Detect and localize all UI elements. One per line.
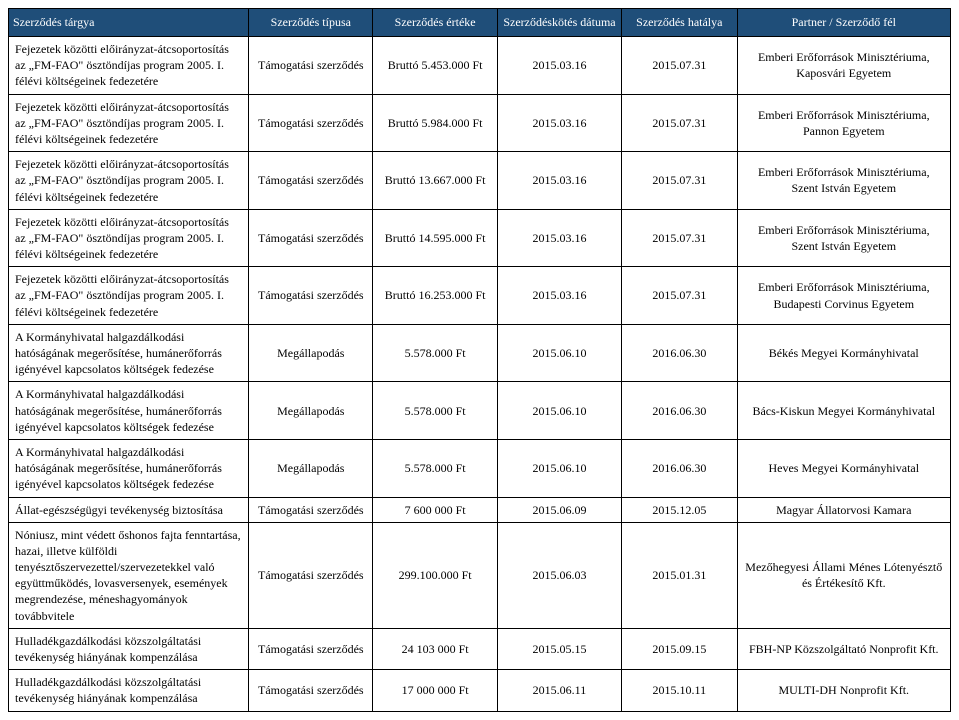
header-value: Szerződés értéke <box>373 9 497 37</box>
cell-expiry: 2016.06.30 <box>622 439 737 497</box>
cell-value: Bruttó 5.984.000 Ft <box>373 94 497 152</box>
cell-type: Megállapodás <box>249 382 373 440</box>
cell-date: 2015.03.16 <box>497 37 621 95</box>
cell-expiry: 2015.09.15 <box>622 628 737 669</box>
cell-expiry: 2015.01.31 <box>622 522 737 628</box>
cell-type: Támogatási szerződés <box>249 37 373 95</box>
cell-partner: Emberi Erőforrások Minisztériuma, Szent … <box>737 152 950 210</box>
cell-subject: A Kormányhivatal halgazdálkodási hatóság… <box>9 439 249 497</box>
cell-date: 2015.06.10 <box>497 439 621 497</box>
cell-partner: Békés Megyei Kormányhivatal <box>737 324 950 382</box>
table-row: A Kormányhivatal halgazdálkodási hatóság… <box>9 439 951 497</box>
cell-partner: Emberi Erőforrások Minisztériuma, Kaposv… <box>737 37 950 95</box>
cell-subject: Fejezetek közötti előirányzat-átcsoporto… <box>9 267 249 325</box>
cell-value: Bruttó 16.253.000 Ft <box>373 267 497 325</box>
cell-value: Bruttó 5.453.000 Ft <box>373 37 497 95</box>
cell-value: 7 600 000 Ft <box>373 497 497 522</box>
cell-partner: Mezőhegyesi Állami Ménes Lótenyésztő és … <box>737 522 950 628</box>
cell-type: Támogatási szerződés <box>249 152 373 210</box>
cell-value: 24 103 000 Ft <box>373 628 497 669</box>
cell-subject: Fejezetek közötti előirányzat-átcsoporto… <box>9 152 249 210</box>
cell-date: 2015.03.16 <box>497 209 621 267</box>
cell-expiry: 2016.06.30 <box>622 382 737 440</box>
cell-subject: Hulladékgazdálkodási közszolgáltatási te… <box>9 628 249 669</box>
table-row: Fejezetek közötti előirányzat-átcsoporto… <box>9 37 951 95</box>
cell-expiry: 2015.07.31 <box>622 152 737 210</box>
cell-date: 2015.06.03 <box>497 522 621 628</box>
cell-subject: Hulladékgazdálkodási közszolgáltatási te… <box>9 670 249 711</box>
cell-type: Támogatási szerződés <box>249 497 373 522</box>
cell-date: 2015.06.09 <box>497 497 621 522</box>
cell-date: 2015.03.16 <box>497 267 621 325</box>
cell-expiry: 2015.07.31 <box>622 209 737 267</box>
cell-value: 17 000 000 Ft <box>373 670 497 711</box>
cell-value: 5.578.000 Ft <box>373 382 497 440</box>
cell-partner: Emberi Erőforrások Minisztériuma, Szent … <box>737 209 950 267</box>
cell-type: Megállapodás <box>249 439 373 497</box>
header-expiry: Szerződés hatálya <box>622 9 737 37</box>
table-row: A Kormányhivatal halgazdálkodási hatóság… <box>9 324 951 382</box>
table-row: Hulladékgazdálkodási közszolgáltatási te… <box>9 628 951 669</box>
table-row: A Kormányhivatal halgazdálkodási hatóság… <box>9 382 951 440</box>
cell-subject: A Kormányhivatal halgazdálkodási hatóság… <box>9 324 249 382</box>
header-date: Szerződéskötés dátuma <box>497 9 621 37</box>
cell-value: 5.578.000 Ft <box>373 439 497 497</box>
cell-type: Támogatási szerződés <box>249 267 373 325</box>
cell-subject: Fejezetek közötti előirányzat-átcsoporto… <box>9 94 249 152</box>
header-subject: Szerződés tárgya <box>9 9 249 37</box>
cell-partner: Magyar Állatorvosi Kamara <box>737 497 950 522</box>
table-row: Nóniusz, mint védett őshonos fajta fennt… <box>9 522 951 628</box>
cell-subject: Nóniusz, mint védett őshonos fajta fennt… <box>9 522 249 628</box>
header-type: Szerződés típusa <box>249 9 373 37</box>
cell-subject: A Kormányhivatal halgazdálkodási hatóság… <box>9 382 249 440</box>
cell-subject: Fejezetek közötti előirányzat-átcsoporto… <box>9 209 249 267</box>
cell-type: Támogatási szerződés <box>249 209 373 267</box>
cell-date: 2015.05.15 <box>497 628 621 669</box>
cell-expiry: 2015.07.31 <box>622 37 737 95</box>
cell-date: 2015.06.10 <box>497 324 621 382</box>
table-row: Fejezetek közötti előirányzat-átcsoporto… <box>9 267 951 325</box>
cell-partner: MULTI-DH Nonprofit Kft. <box>737 670 950 711</box>
cell-subject: Állat-egészségügyi tevékenység biztosítá… <box>9 497 249 522</box>
cell-partner: Heves Megyei Kormányhivatal <box>737 439 950 497</box>
cell-type: Megállapodás <box>249 324 373 382</box>
cell-partner: Emberi Erőforrások Minisztériuma, Pannon… <box>737 94 950 152</box>
cell-expiry: 2016.06.30 <box>622 324 737 382</box>
cell-expiry: 2015.10.11 <box>622 670 737 711</box>
cell-partner: Emberi Erőforrások Minisztériuma, Budape… <box>737 267 950 325</box>
table-header: Szerződés tárgya Szerződés típusa Szerző… <box>9 9 951 37</box>
table-row: Fejezetek közötti előirányzat-átcsoporto… <box>9 209 951 267</box>
cell-expiry: 2015.12.05 <box>622 497 737 522</box>
cell-value: 5.578.000 Ft <box>373 324 497 382</box>
contracts-table: Szerződés tárgya Szerződés típusa Szerző… <box>8 8 951 712</box>
cell-expiry: 2015.07.31 <box>622 94 737 152</box>
table-row: Fejezetek közötti előirányzat-átcsoporto… <box>9 152 951 210</box>
cell-value: Bruttó 13.667.000 Ft <box>373 152 497 210</box>
cell-date: 2015.06.11 <box>497 670 621 711</box>
cell-subject: Fejezetek közötti előirányzat-átcsoporto… <box>9 37 249 95</box>
cell-date: 2015.03.16 <box>497 152 621 210</box>
cell-date: 2015.06.10 <box>497 382 621 440</box>
table-body: Fejezetek közötti előirányzat-átcsoporto… <box>9 37 951 712</box>
cell-type: Támogatási szerződés <box>249 94 373 152</box>
table-row: Hulladékgazdálkodási közszolgáltatási te… <box>9 670 951 711</box>
cell-value: Bruttó 14.595.000 Ft <box>373 209 497 267</box>
cell-date: 2015.03.16 <box>497 94 621 152</box>
cell-value: 299.100.000 Ft <box>373 522 497 628</box>
cell-expiry: 2015.07.31 <box>622 267 737 325</box>
table-row: Fejezetek közötti előirányzat-átcsoporto… <box>9 94 951 152</box>
table-row: Állat-egészségügyi tevékenység biztosítá… <box>9 497 951 522</box>
cell-type: Támogatási szerződés <box>249 628 373 669</box>
cell-partner: Bács-Kiskun Megyei Kormányhivatal <box>737 382 950 440</box>
cell-partner: FBH-NP Közszolgáltató Nonprofit Kft. <box>737 628 950 669</box>
cell-type: Támogatási szerződés <box>249 522 373 628</box>
header-partner: Partner / Szerződő fél <box>737 9 950 37</box>
cell-type: Támogatási szerződés <box>249 670 373 711</box>
